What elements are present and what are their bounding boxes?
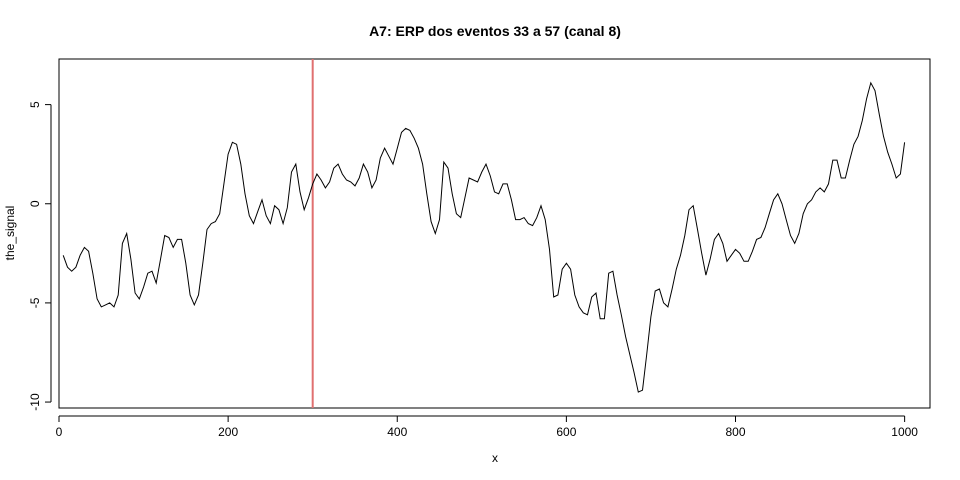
x-tick-label: 800: [725, 425, 745, 439]
signal-series-line: [62, 81, 906, 393]
y-axis: -10 -5 0 5: [28, 101, 52, 411]
y-tick-label: -10: [28, 393, 42, 411]
y-axis-label: the_signal: [3, 206, 17, 261]
plot-frame: [58, 58, 931, 409]
x-tick-label: 0: [56, 425, 63, 439]
y-tick-label: 5: [28, 101, 42, 108]
x-tick-label: 400: [387, 425, 407, 439]
x-tick-label: 600: [556, 425, 576, 439]
x-tick-label: 200: [218, 425, 238, 439]
x-tick-label: 1000: [891, 425, 918, 439]
x-axis: 0 200 400 600 800 1000: [56, 415, 918, 439]
y-tick-label: 0: [28, 200, 42, 207]
y-tick-label: -5: [28, 297, 42, 308]
chart-title: A7: ERP dos eventos 33 a 57 (canal 8): [369, 23, 621, 39]
x-axis-label: x: [492, 451, 498, 465]
